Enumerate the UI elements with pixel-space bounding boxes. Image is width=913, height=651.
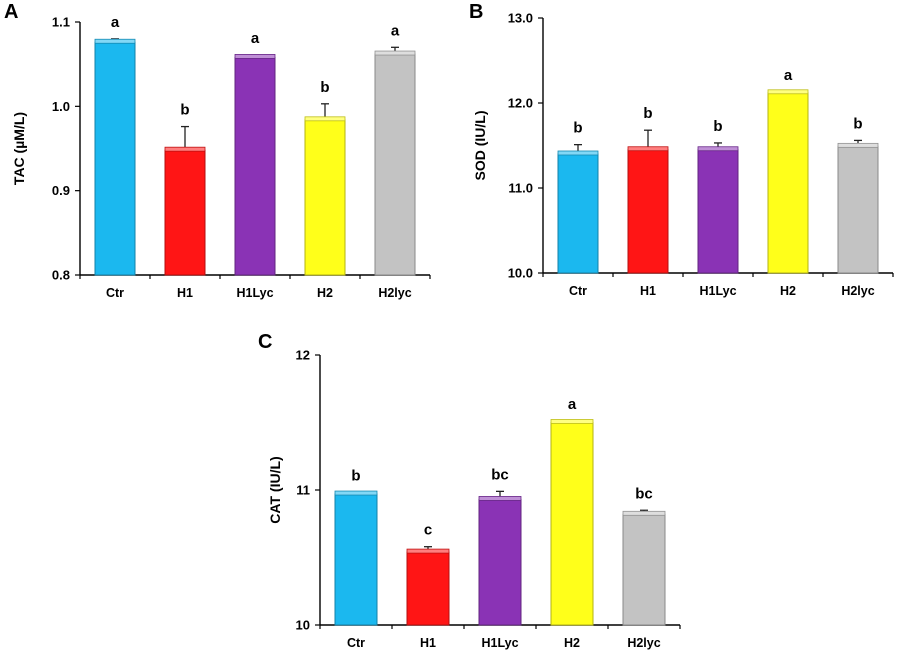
panel-c-sig-label-h2: a [568, 396, 577, 413]
panel-b-sig-label-h1lyc: b [713, 118, 722, 135]
panel-b-bar-top-h1 [627, 146, 669, 152]
panel-b-bar-h2 [767, 92, 809, 274]
panel-c-y-tick-label: 11 [296, 483, 310, 498]
panel-c-bar-top-h1lyc [478, 496, 522, 501]
panel-b-sig-label-h2: a [784, 67, 793, 84]
panel-c-x-label-h1: H1 [420, 636, 436, 650]
panel-b-sod-chart: B SOD (IU/L) 10.0 11.0 12.0 13.0 b Ctr b H1 b H1Lyc… [469, 1, 894, 298]
panel-c-bar-h2 [550, 422, 594, 626]
panel-c-sig-label-ctr: b [351, 468, 360, 485]
panel-b-y-axis-label: SOD (IU/L) [472, 111, 488, 181]
panel-b-y-tick-label: 12.0 [508, 96, 533, 111]
panel-a-bar-top-h1lyc [234, 54, 276, 59]
panel-c-y-tick-label: 12 [296, 348, 310, 363]
panel-b-x-label-h1lyc: H1Lyc [699, 284, 736, 298]
panel-b-bar-top-h2 [767, 89, 809, 95]
panel-c-bar-top-h2lyc [622, 510, 666, 516]
panel-a-bar-h1lyc [234, 56, 276, 276]
panel-c-y-tick-label: 10 [296, 618, 310, 633]
panel-c-x-label-h2lyc: H2lyc [627, 636, 660, 650]
panel-a-y-tick-label: 0.9 [52, 183, 70, 198]
panel-b-y-tick-label: 11.0 [508, 181, 533, 196]
panel-a-letter: A [4, 1, 18, 23]
panel-b-sig-label-h1: b [643, 105, 652, 122]
panel-c-y-axis-label: CAT (IU/L) [267, 456, 283, 523]
panel-b-x-label-h1: H1 [640, 284, 656, 298]
panel-a-bar-ctr [94, 41, 136, 276]
panel-a-sig-label-h2: b [320, 79, 329, 96]
panel-a-bar-h2 [304, 119, 346, 276]
panel-b-x-label-ctr: Ctr [569, 284, 587, 298]
panel-c-letter: C [258, 331, 272, 353]
panel-a-x-label-h2lyc: H2lyc [378, 286, 411, 300]
panel-c-bar-top-h1 [406, 548, 450, 554]
panel-c-cat-chart: C CAT (IU/L) 10 11 12 b Ctr c H1 bc H1Lyc a H2 bc H2ly… [258, 331, 681, 650]
panel-c-bar-ctr [334, 493, 378, 626]
panel-c-bar-top-h2 [550, 419, 594, 424]
panel-a-bar-h2lyc [374, 53, 416, 276]
panel-b-x-label-h2lyc: H2lyc [841, 284, 874, 298]
panel-b-bar-h2lyc [837, 145, 879, 274]
panel-b-y-tick-label: 13.0 [508, 11, 533, 26]
panel-c-bar-h1 [406, 551, 450, 626]
panel-c-sig-label-h1: c [424, 522, 432, 539]
panel-b-bar-h1lyc [697, 149, 739, 274]
panel-a-y-axis-label: TAC (µM/L) [11, 112, 27, 185]
panel-a-bar-top-h1 [164, 146, 206, 152]
panel-c-bar-h1lyc [478, 498, 522, 626]
panel-a-x-label-h1lyc: H1Lyc [236, 286, 273, 300]
panel-a-bar-top-ctr [94, 38, 136, 44]
panel-a-x-label-h2: H2 [317, 286, 333, 300]
panel-b-y-tick-label: 10.0 [508, 266, 533, 281]
panel-a-bar-top-h2 [304, 116, 346, 122]
panel-a-y-tick-label: 1.0 [52, 99, 70, 114]
panel-b-x-label-h2: H2 [780, 284, 796, 298]
panel-b-bar-ctr [557, 153, 599, 274]
panel-b-sig-label-ctr: b [573, 120, 582, 137]
panel-a-y-tick-label: 1.1 [52, 15, 70, 30]
panel-b-bar-top-ctr [557, 150, 599, 156]
panel-b-bar-h1 [627, 149, 669, 274]
panel-a-sig-label-h2lyc: a [391, 22, 400, 39]
panel-a-tac-chart: A TAC (µM/L) 0.8 0.9 1.0 1.1 a Ctr b H1 a H1Lyc b H2 a… [4, 1, 431, 300]
panel-b-letter: B [469, 1, 483, 23]
panel-a-sig-label-h1lyc: a [251, 30, 260, 47]
panel-c-x-label-h2: H2 [564, 636, 580, 650]
panel-c-bar-top-ctr [334, 490, 378, 496]
panel-b-bar-top-h2lyc [837, 142, 879, 148]
panel-c-sig-label-h2lyc: bc [635, 485, 653, 502]
panel-a-y-tick-label: 0.8 [52, 268, 70, 283]
panel-c-x-label-h1lyc: H1Lyc [481, 636, 518, 650]
panel-b-bar-top-h1lyc [697, 146, 739, 152]
panel-c-x-label-ctr: Ctr [347, 636, 365, 650]
panel-b-sig-label-h2lyc: b [853, 115, 862, 132]
panel-c-bar-h2lyc [622, 513, 666, 626]
panel-c-sig-label-h1lyc: bc [491, 466, 509, 483]
panel-a-sig-label-h1: b [180, 102, 189, 119]
panel-a-bar-h1 [164, 149, 206, 276]
panel-a-sig-label-ctr: a [111, 14, 120, 31]
panel-a-bar-top-h2lyc [374, 50, 416, 56]
panel-a-x-label-ctr: Ctr [106, 286, 124, 300]
panel-a-x-label-h1: H1 [177, 286, 193, 300]
